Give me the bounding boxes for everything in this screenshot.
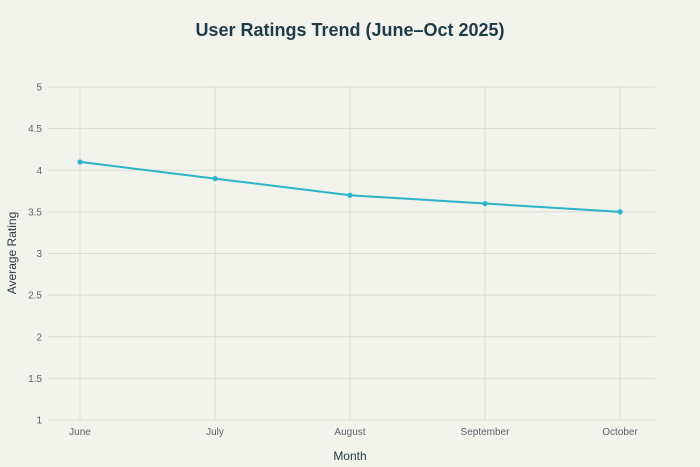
data-point[interactable] <box>482 200 488 207</box>
x-axis-ticks: June July August September October <box>69 427 638 438</box>
x-tick-label: October <box>602 427 638 438</box>
data-point[interactable] <box>77 159 83 165</box>
y-tick-label: 5 <box>36 83 42 94</box>
y-tick-label: 4 <box>36 166 42 177</box>
series-group <box>77 159 623 215</box>
x-tick-label: July <box>206 427 224 438</box>
x-tick-label: September <box>461 427 511 438</box>
y-axis-label: Average Rating <box>5 212 19 295</box>
y-tick-label: 4.5 <box>28 124 42 135</box>
data-point[interactable] <box>212 175 218 182</box>
y-tick-label: 2 <box>36 332 42 343</box>
y-tick-label: 3.5 <box>28 207 42 218</box>
data-point[interactable] <box>347 192 353 198</box>
y-tick-label: 1 <box>36 416 42 427</box>
x-tick-label: June <box>69 427 91 438</box>
chart-title: User Ratings Trend (June–Oct 2025) <box>195 20 504 40</box>
y-tick-label: 3 <box>36 249 42 260</box>
x-gridlines <box>79 87 621 420</box>
x-axis-label: Month <box>333 449 366 463</box>
data-point[interactable] <box>617 209 623 215</box>
y-tick-label: 1.5 <box>28 374 42 385</box>
y-tick-label: 2.5 <box>28 291 42 302</box>
y-gridlines <box>48 86 655 421</box>
x-tick-label: August <box>334 427 365 438</box>
y-axis-ticks: 1 1.5 2 2.5 3 3.5 4 4.5 5 <box>28 83 42 427</box>
